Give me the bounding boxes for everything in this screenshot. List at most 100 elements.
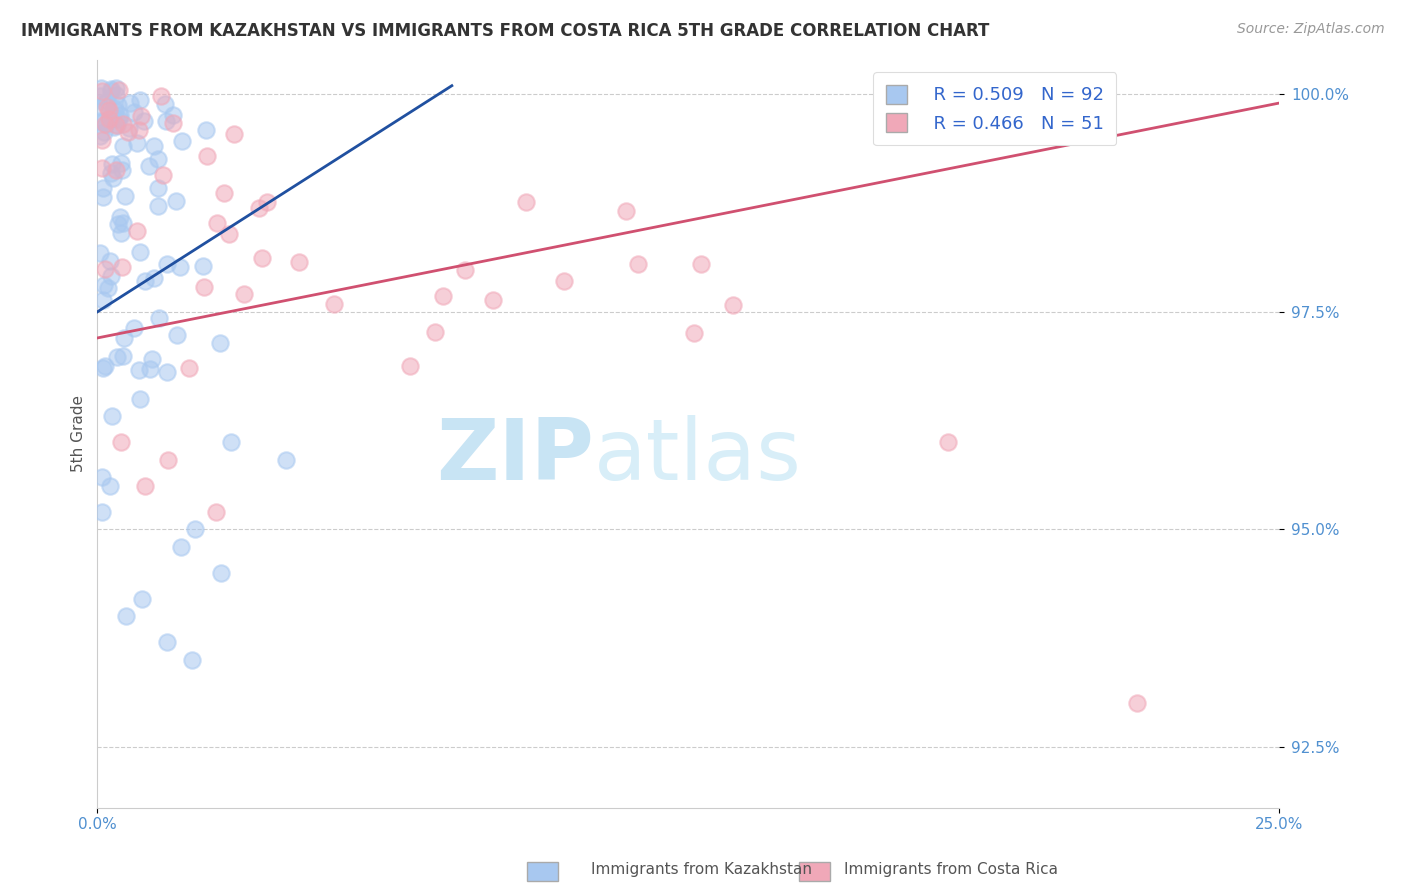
Point	[118, 120, 141, 135]
Point	[721, 298, 744, 312]
Point	[100, 268, 122, 283]
Point	[117, 125, 139, 139]
Point	[169, 260, 191, 274]
Point	[423, 325, 446, 339]
Point	[157, 452, 180, 467]
Point	[172, 134, 194, 148]
Point	[111, 349, 134, 363]
Point	[111, 163, 134, 178]
Point	[128, 392, 150, 406]
Point	[218, 227, 240, 242]
Point	[98, 111, 121, 125]
Point	[110, 156, 132, 170]
Point	[398, 359, 420, 373]
Point	[104, 87, 127, 102]
Point	[111, 215, 134, 229]
Point	[89, 245, 111, 260]
Point	[100, 84, 122, 98]
Point	[97, 281, 120, 295]
Point	[181, 653, 204, 667]
Point	[256, 195, 278, 210]
Point	[454, 262, 477, 277]
Point	[105, 162, 128, 177]
Point	[134, 274, 156, 288]
Point	[146, 152, 169, 166]
Point	[101, 409, 124, 424]
Point	[205, 216, 228, 230]
Point	[156, 635, 179, 649]
Point	[184, 522, 207, 536]
Text: Immigrants from Kazakhstan: Immigrants from Kazakhstan	[591, 863, 811, 877]
Y-axis label: 5th Grade: 5th Grade	[72, 395, 86, 472]
Point	[93, 359, 115, 373]
Point	[91, 161, 114, 175]
Point	[115, 609, 138, 624]
Point	[112, 139, 135, 153]
Point	[90, 81, 112, 95]
Point	[276, 452, 298, 467]
Point	[104, 118, 127, 132]
Point	[129, 109, 152, 123]
Point	[208, 336, 231, 351]
Point	[93, 125, 115, 139]
Point	[155, 97, 177, 112]
Point	[143, 139, 166, 153]
Point	[103, 101, 125, 115]
Point	[91, 505, 114, 519]
Point	[107, 217, 129, 231]
Point	[128, 363, 150, 377]
Point	[936, 435, 959, 450]
Point	[690, 257, 713, 271]
Point	[515, 195, 537, 210]
Point	[104, 103, 127, 118]
Point	[107, 98, 129, 112]
Point	[162, 108, 184, 122]
Point	[100, 82, 122, 96]
Point	[112, 331, 135, 345]
Text: ZIP: ZIP	[436, 415, 593, 498]
Point	[177, 361, 200, 376]
Point	[170, 540, 193, 554]
Point	[96, 100, 118, 114]
Point	[553, 274, 575, 288]
Point	[93, 293, 115, 307]
Point	[122, 321, 145, 335]
Point	[94, 96, 117, 111]
Point	[93, 361, 115, 376]
Point	[148, 310, 170, 325]
Point	[108, 211, 131, 225]
Point	[156, 257, 179, 271]
Point	[138, 159, 160, 173]
Point	[105, 350, 128, 364]
Point	[100, 166, 122, 180]
Point	[111, 117, 134, 131]
Point	[89, 99, 111, 113]
Point	[224, 127, 246, 141]
Point	[219, 435, 242, 450]
Point	[103, 171, 125, 186]
Point	[108, 83, 131, 97]
Point	[96, 95, 118, 109]
Point	[1126, 696, 1149, 710]
Point	[105, 112, 128, 126]
Point	[111, 260, 134, 274]
Point	[195, 149, 218, 163]
Point	[105, 80, 128, 95]
Point	[148, 181, 170, 195]
Point	[155, 365, 177, 379]
Point	[155, 114, 177, 128]
Point	[139, 362, 162, 376]
Point	[482, 293, 505, 307]
Point	[146, 199, 169, 213]
Text: Immigrants from Costa Rica: Immigrants from Costa Rica	[844, 863, 1057, 877]
Point	[131, 591, 153, 606]
Point	[682, 326, 704, 340]
Point	[627, 257, 650, 271]
Point	[91, 470, 114, 484]
Point	[122, 104, 145, 119]
Point	[89, 114, 111, 128]
Point	[128, 244, 150, 259]
Point	[91, 133, 114, 147]
Point	[149, 89, 172, 103]
Point	[142, 270, 165, 285]
